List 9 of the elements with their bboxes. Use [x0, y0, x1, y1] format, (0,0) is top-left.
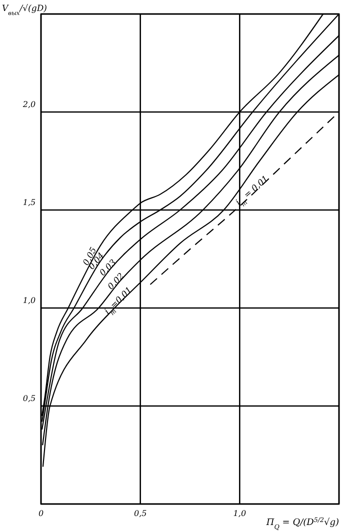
x-tick-label: 1,0: [233, 508, 246, 518]
y-tick-label: 0,5: [22, 394, 36, 404]
y-axis-title: V$_{вых}$/√(gD): [2, 4, 47, 16]
x-axis-title: П$_{Q}$ = Q/(D$^{5/2}$√g): [265, 516, 340, 530]
y-tick-label: 1,5: [22, 198, 36, 208]
y-tick-label: 1,0: [22, 296, 36, 306]
x-tick-label: 0,5: [134, 508, 147, 518]
x-tick-label: 0: [38, 508, 44, 518]
y-tick-label: 2,0: [22, 100, 36, 110]
